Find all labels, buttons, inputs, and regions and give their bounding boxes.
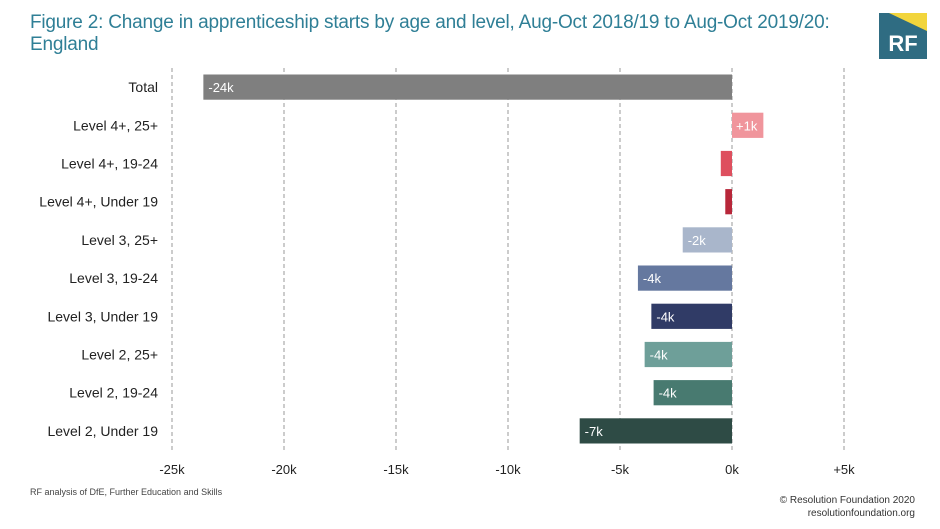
resolution-foundation-logo: RF <box>879 13 927 59</box>
data-label: -4k <box>643 271 662 286</box>
category-label: Level 3, 19-24 <box>69 270 158 286</box>
data-label: -4k <box>659 386 678 401</box>
data-label: -4k <box>650 348 669 363</box>
bar <box>203 74 733 100</box>
data-label: -4k <box>656 309 675 324</box>
copyright-note: © Resolution Foundation 2020 resolutionf… <box>780 494 915 520</box>
x-tick-label: -25k <box>159 462 185 477</box>
bar <box>637 265 732 291</box>
bar <box>720 150 732 177</box>
x-tick-label: -5k <box>611 462 630 477</box>
category-label: Total <box>128 79 158 95</box>
bar <box>682 227 732 253</box>
data-labels: -24k +1k -2k -4k -4k -4k -4k -7k <box>208 80 757 439</box>
logo-accent <box>889 13 927 31</box>
bar <box>653 380 732 406</box>
category-label: Level 2, 19-24 <box>69 385 158 401</box>
category-label: Level 4+, 19-24 <box>61 156 158 172</box>
category-label: Level 4+, Under 19 <box>39 194 158 210</box>
category-label: Level 3, Under 19 <box>47 308 158 324</box>
website-line: resolutionfoundation.org <box>807 508 915 519</box>
category-label: Level 4+, 25+ <box>73 117 158 133</box>
category-label: Level 2, Under 19 <box>47 423 158 439</box>
logo-text: RF <box>888 31 917 56</box>
bars <box>203 74 764 444</box>
data-label: -7k <box>585 424 604 439</box>
bar <box>644 341 732 368</box>
bar <box>651 303 732 329</box>
bar <box>725 189 732 215</box>
copyright-line: © Resolution Foundation 2020 <box>779 495 915 506</box>
x-tick-label: -10k <box>495 462 521 477</box>
data-label: +1k <box>736 118 758 133</box>
data-label: -2k <box>688 233 707 248</box>
x-tick-label: +5k <box>833 462 855 477</box>
x-tick-label: -20k <box>271 462 297 477</box>
category-labels: Total Level 4+, 25+ Level 4+, 19-24 Level 4… <box>39 79 158 439</box>
category-label: Level 2, 25+ <box>81 347 158 363</box>
bar <box>732 112 764 138</box>
data-label: -24k <box>208 80 234 95</box>
source-note: RF analysis of DfE, Further Education an… <box>30 487 223 497</box>
bar <box>579 418 732 444</box>
x-tick-label: 0k <box>725 462 739 477</box>
x-tick-label: -15k <box>383 462 409 477</box>
x-tick-labels: -25k -20k -15k -10k -5k 0k +5k <box>159 462 855 477</box>
chart-title: Figure 2: Change in apprenticeship start… <box>30 12 830 55</box>
category-label: Level 3, 25+ <box>81 232 158 248</box>
